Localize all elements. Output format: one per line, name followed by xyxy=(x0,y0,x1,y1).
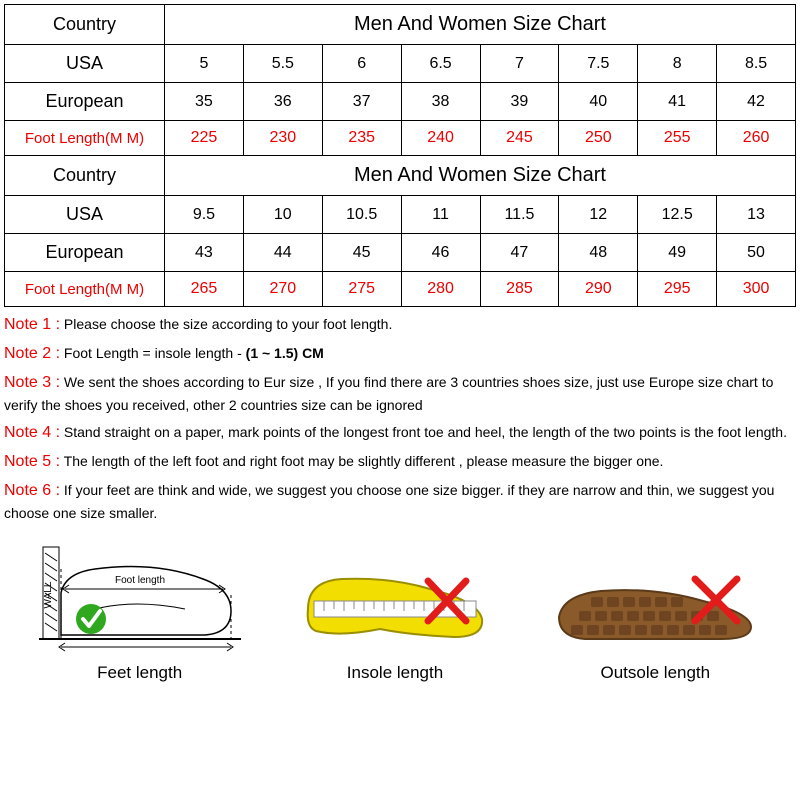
cell: 235 xyxy=(322,121,401,156)
diagram-outsole-length: Outsole length xyxy=(545,539,765,683)
table-row: USA 9.5 10 10.5 11 11.5 12 12.5 13 xyxy=(5,196,796,234)
cell: 280 xyxy=(401,272,480,307)
cell: 290 xyxy=(559,272,638,307)
cell: 13 xyxy=(717,196,796,234)
cell: 12 xyxy=(559,196,638,234)
cell: 295 xyxy=(638,272,717,307)
chart-title: Men And Women Size Chart xyxy=(165,156,796,196)
cell: 270 xyxy=(243,272,322,307)
cell: 260 xyxy=(717,121,796,156)
note-label: Note 4 : xyxy=(4,424,60,441)
note-1: Note 1 : Please choose the size accordin… xyxy=(4,313,796,338)
row-label-usa: USA xyxy=(5,45,165,83)
cell: 250 xyxy=(559,121,638,156)
cell: 6 xyxy=(322,45,401,83)
table-row: Foot Length(M M) 265 270 275 280 285 290… xyxy=(5,272,796,307)
cell: 10 xyxy=(243,196,322,234)
note-2: Note 2 : Foot Length = insole length - (… xyxy=(4,342,796,367)
cell: 5.5 xyxy=(243,45,322,83)
diagram-label: Outsole length xyxy=(545,663,765,683)
feet-length-icon: WALL Foot length xyxy=(35,539,245,659)
note-text: We sent the shoes according to Eur size … xyxy=(4,374,773,414)
note-4: Note 4 : Stand straight on a paper, mark… xyxy=(4,421,796,446)
note-text: Please choose the size according to your… xyxy=(64,316,392,332)
note-label: Note 3 : xyxy=(4,374,60,391)
note-6: Note 6 : If your feet are think and wide… xyxy=(4,479,796,525)
cell: 38 xyxy=(401,83,480,121)
cell: 6.5 xyxy=(401,45,480,83)
notes-section: Note 1 : Please choose the size accordin… xyxy=(4,313,796,525)
note-5: Note 5 : The length of the left foot and… xyxy=(4,450,796,475)
cell: 300 xyxy=(717,272,796,307)
svg-text:Foot length: Foot length xyxy=(115,575,165,586)
note-label: Note 2 : xyxy=(4,345,60,362)
cell: 8.5 xyxy=(717,45,796,83)
table-row: USA 5 5.5 6 6.5 7 7.5 8 8.5 xyxy=(5,45,796,83)
note-text: If your feet are think and wide, we sugg… xyxy=(4,482,774,522)
cell: 225 xyxy=(165,121,244,156)
table-row: European 43 44 45 46 47 48 49 50 xyxy=(5,234,796,272)
note-text: Foot Length = insole length - xyxy=(64,345,246,361)
header-country: Country xyxy=(5,156,165,196)
diagram-label: Feet length xyxy=(35,663,245,683)
diagram-label: Insole length xyxy=(290,663,500,683)
cell: 11.5 xyxy=(480,196,559,234)
cell: 44 xyxy=(243,234,322,272)
cell: 41 xyxy=(638,83,717,121)
note-text: The length of the left foot and right fo… xyxy=(64,453,664,469)
note-label: Note 1 : xyxy=(4,316,60,333)
cell: 36 xyxy=(243,83,322,121)
cell: 35 xyxy=(165,83,244,121)
table-row: European 35 36 37 38 39 40 41 42 xyxy=(5,83,796,121)
svg-text:WALL: WALL xyxy=(43,581,54,608)
diagram-insole-length: Insole length xyxy=(290,539,500,683)
cell: 265 xyxy=(165,272,244,307)
cell: 49 xyxy=(638,234,717,272)
row-label-eu: European xyxy=(5,234,165,272)
cell: 48 xyxy=(559,234,638,272)
note-formula: (1 ~ 1.5) CM xyxy=(246,345,324,361)
outsole-length-icon xyxy=(545,539,765,659)
row-label-foot: Foot Length(M M) xyxy=(5,121,165,156)
cell: 40 xyxy=(559,83,638,121)
diagram-feet-length: WALL Foot length Feet length xyxy=(35,539,245,683)
diagrams-row: WALL Foot length Feet length xyxy=(4,539,796,683)
note-label: Note 5 : xyxy=(4,453,60,470)
cell: 45 xyxy=(322,234,401,272)
cell: 42 xyxy=(717,83,796,121)
cell: 46 xyxy=(401,234,480,272)
cell: 37 xyxy=(322,83,401,121)
header-country: Country xyxy=(5,5,165,45)
cell: 240 xyxy=(401,121,480,156)
row-label-foot: Foot Length(M M) xyxy=(5,272,165,307)
table-row: Foot Length(M M) 225 230 235 240 245 250… xyxy=(5,121,796,156)
cell: 255 xyxy=(638,121,717,156)
cell: 10.5 xyxy=(322,196,401,234)
cell: 5 xyxy=(165,45,244,83)
row-label-usa: USA xyxy=(5,196,165,234)
note-3: Note 3 : We sent the shoes according to … xyxy=(4,371,796,417)
note-label: Note 6 : xyxy=(4,482,60,499)
chart-title: Men And Women Size Chart xyxy=(165,5,796,45)
cell: 50 xyxy=(717,234,796,272)
table-row: Country Men And Women Size Chart xyxy=(5,5,796,45)
cell: 275 xyxy=(322,272,401,307)
cell: 12.5 xyxy=(638,196,717,234)
insole-length-icon xyxy=(290,539,500,659)
table-row: Country Men And Women Size Chart xyxy=(5,156,796,196)
cell: 11 xyxy=(401,196,480,234)
cell: 47 xyxy=(480,234,559,272)
cell: 245 xyxy=(480,121,559,156)
note-text: Stand straight on a paper, mark points o… xyxy=(64,424,787,440)
cell: 285 xyxy=(480,272,559,307)
size-chart-table: Country Men And Women Size Chart USA 5 5… xyxy=(4,4,796,307)
cell: 7.5 xyxy=(559,45,638,83)
row-label-eu: European xyxy=(5,83,165,121)
cell: 8 xyxy=(638,45,717,83)
cell: 39 xyxy=(480,83,559,121)
cell: 7 xyxy=(480,45,559,83)
cell: 43 xyxy=(165,234,244,272)
cell: 230 xyxy=(243,121,322,156)
cell: 9.5 xyxy=(165,196,244,234)
